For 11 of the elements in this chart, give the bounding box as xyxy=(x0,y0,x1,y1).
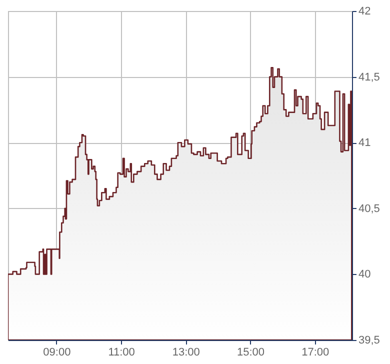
y-tick-label: 42 xyxy=(358,6,371,18)
y-tick-label: 39,5 xyxy=(358,334,380,346)
x-tick-label: 15:00 xyxy=(236,346,265,358)
y-tick-label: 40,5 xyxy=(358,202,380,215)
y-tick-label: 41,5 xyxy=(358,71,380,84)
x-tick-label: 17:00 xyxy=(302,346,330,358)
x-tick-label: 11:00 xyxy=(108,346,135,358)
y-tick-label: 40 xyxy=(358,268,371,281)
x-tick-label: 09:00 xyxy=(43,346,71,358)
y-tick-label: 41 xyxy=(358,137,371,150)
x-tick-label: 13:00 xyxy=(172,346,200,358)
